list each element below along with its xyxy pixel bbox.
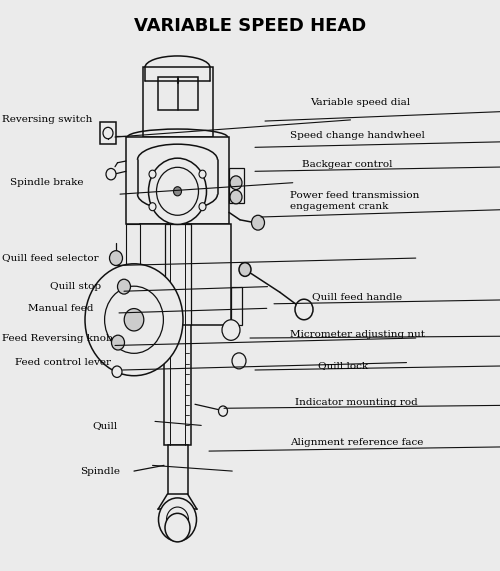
Circle shape (295, 299, 313, 320)
Text: Feed Reversing knob: Feed Reversing knob (2, 333, 113, 343)
Text: VARIABLE SPEED HEAD: VARIABLE SPEED HEAD (134, 17, 366, 35)
Text: Quill lock: Quill lock (318, 361, 368, 370)
Circle shape (112, 335, 124, 350)
Text: Quill feed selector: Quill feed selector (2, 254, 99, 263)
Circle shape (165, 513, 190, 542)
Circle shape (124, 308, 144, 331)
Text: Spindle: Spindle (80, 467, 120, 476)
Circle shape (106, 168, 116, 180)
Circle shape (148, 158, 206, 224)
Text: Quill: Quill (92, 421, 118, 430)
Circle shape (239, 263, 251, 276)
Text: Speed change handwheel: Speed change handwheel (290, 131, 425, 140)
Circle shape (174, 187, 182, 196)
Circle shape (232, 353, 246, 369)
Circle shape (118, 279, 130, 294)
Circle shape (230, 190, 242, 204)
Circle shape (166, 507, 188, 532)
Bar (164, 325, 191, 445)
Circle shape (112, 366, 122, 377)
Text: Variable speed dial: Variable speed dial (310, 98, 410, 107)
Circle shape (149, 170, 156, 178)
Circle shape (104, 286, 164, 353)
Circle shape (149, 203, 156, 211)
Circle shape (252, 215, 264, 230)
Bar (126, 137, 229, 224)
Bar (126, 224, 140, 325)
Circle shape (218, 406, 228, 416)
Text: Spindle brake: Spindle brake (10, 178, 84, 187)
Bar (158, 77, 198, 110)
Circle shape (156, 167, 198, 215)
Text: Feed control lever: Feed control lever (15, 358, 111, 367)
Circle shape (222, 320, 240, 340)
Bar (142, 67, 212, 137)
Circle shape (230, 176, 242, 190)
Bar (100, 122, 116, 144)
Bar (168, 445, 188, 494)
Circle shape (199, 170, 206, 178)
Bar (140, 224, 231, 325)
Bar (161, 208, 182, 218)
Text: Quill feed handle: Quill feed handle (312, 292, 402, 301)
Text: Quill stop: Quill stop (50, 282, 101, 291)
Text: Micrometer adjusting nut: Micrometer adjusting nut (290, 329, 425, 339)
Text: Reversing switch: Reversing switch (2, 115, 93, 124)
Text: Backgear control: Backgear control (302, 160, 393, 169)
Circle shape (85, 264, 183, 376)
Bar (231, 287, 242, 325)
Circle shape (110, 251, 122, 266)
Text: Indicator mounting rod: Indicator mounting rod (295, 398, 418, 407)
Text: Manual feed: Manual feed (28, 304, 93, 313)
Circle shape (199, 203, 206, 211)
Bar (229, 168, 244, 203)
Bar (165, 224, 191, 325)
Circle shape (103, 127, 113, 139)
Circle shape (158, 498, 196, 541)
Text: Power feed transmission
engagement crank: Power feed transmission engagement crank (290, 191, 420, 211)
Text: Alignment reference face: Alignment reference face (290, 438, 424, 447)
